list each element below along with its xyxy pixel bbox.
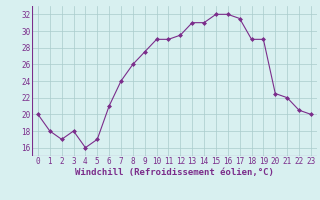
X-axis label: Windchill (Refroidissement éolien,°C): Windchill (Refroidissement éolien,°C) bbox=[75, 168, 274, 177]
